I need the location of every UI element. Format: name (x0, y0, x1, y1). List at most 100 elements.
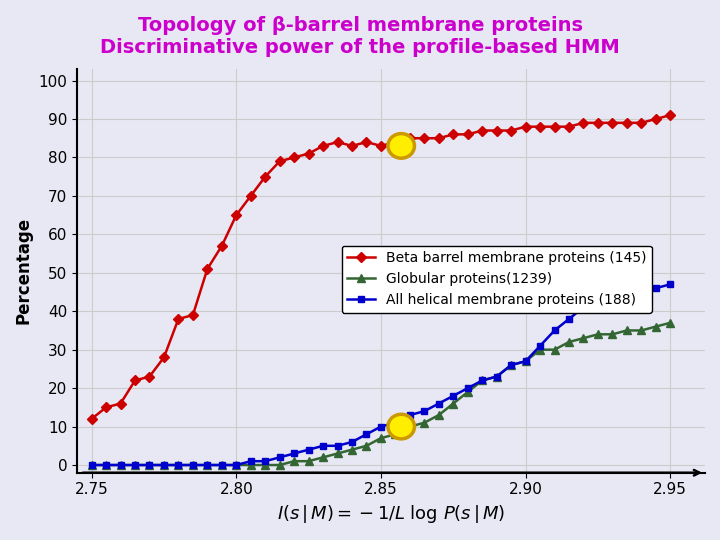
Beta barrel membrane proteins (145) (290, 154, 299, 161)
Globular proteins(1239) (507, 362, 516, 368)
Globular proteins(1239) (405, 423, 414, 430)
Beta barrel membrane proteins (145) (507, 127, 516, 134)
Beta barrel membrane proteins (145) (232, 212, 240, 218)
Beta barrel membrane proteins (145) (608, 119, 617, 126)
All helical membrane proteins (188) (637, 285, 646, 292)
Beta barrel membrane proteins (145) (145, 373, 154, 380)
Beta barrel membrane proteins (145) (521, 124, 530, 130)
All helical membrane proteins (188) (145, 462, 154, 468)
All helical membrane proteins (188) (116, 462, 125, 468)
Line: Beta barrel membrane proteins (145): Beta barrel membrane proteins (145) (88, 112, 674, 422)
All helical membrane proteins (188) (232, 462, 240, 468)
All helical membrane proteins (188) (131, 462, 140, 468)
Beta barrel membrane proteins (145) (449, 131, 458, 138)
All helical membrane proteins (188) (492, 373, 501, 380)
Beta barrel membrane proteins (145) (333, 139, 342, 145)
Beta barrel membrane proteins (145) (102, 404, 110, 410)
Beta barrel membrane proteins (145) (131, 377, 140, 384)
All helical membrane proteins (188) (261, 458, 269, 464)
Globular proteins(1239) (637, 327, 646, 334)
All helical membrane proteins (188) (652, 285, 660, 292)
Beta barrel membrane proteins (145) (348, 143, 356, 149)
Globular proteins(1239) (333, 450, 342, 457)
Globular proteins(1239) (492, 373, 501, 380)
All helical membrane proteins (188) (623, 289, 631, 295)
All helical membrane proteins (188) (362, 431, 371, 437)
Beta barrel membrane proteins (145) (275, 158, 284, 165)
Beta barrel membrane proteins (145) (623, 119, 631, 126)
Globular proteins(1239) (536, 347, 544, 353)
Globular proteins(1239) (608, 331, 617, 338)
Beta barrel membrane proteins (145) (391, 139, 400, 145)
All helical membrane proteins (188) (420, 408, 428, 414)
Globular proteins(1239) (391, 431, 400, 437)
Globular proteins(1239) (652, 323, 660, 330)
Globular proteins(1239) (579, 335, 588, 341)
All helical membrane proteins (188) (290, 450, 299, 457)
All helical membrane proteins (188) (160, 462, 168, 468)
Globular proteins(1239) (189, 462, 197, 468)
Globular proteins(1239) (116, 462, 125, 468)
All helical membrane proteins (188) (507, 362, 516, 368)
Globular proteins(1239) (564, 339, 573, 345)
Globular proteins(1239) (305, 458, 313, 464)
All helical membrane proteins (188) (203, 462, 212, 468)
Globular proteins(1239) (319, 454, 328, 461)
Globular proteins(1239) (521, 358, 530, 365)
All helical membrane proteins (188) (189, 462, 197, 468)
Globular proteins(1239) (246, 462, 255, 468)
Beta barrel membrane proteins (145) (550, 124, 559, 130)
Globular proteins(1239) (593, 331, 602, 338)
Globular proteins(1239) (131, 462, 140, 468)
Globular proteins(1239) (87, 462, 96, 468)
All helical membrane proteins (188) (536, 342, 544, 349)
Globular proteins(1239) (145, 462, 154, 468)
Beta barrel membrane proteins (145) (492, 127, 501, 134)
Beta barrel membrane proteins (145) (116, 400, 125, 407)
Line: Globular proteins(1239): Globular proteins(1239) (87, 319, 675, 469)
Globular proteins(1239) (261, 462, 269, 468)
Globular proteins(1239) (160, 462, 168, 468)
All helical membrane proteins (188) (391, 420, 400, 426)
Beta barrel membrane proteins (145) (666, 112, 675, 118)
Beta barrel membrane proteins (145) (405, 135, 414, 141)
All helical membrane proteins (188) (246, 458, 255, 464)
Globular proteins(1239) (623, 327, 631, 334)
All helical membrane proteins (188) (405, 412, 414, 418)
Beta barrel membrane proteins (145) (305, 150, 313, 157)
Ellipse shape (388, 133, 415, 158)
Beta barrel membrane proteins (145) (564, 124, 573, 130)
Beta barrel membrane proteins (145) (593, 119, 602, 126)
All helical membrane proteins (188) (305, 447, 313, 453)
Globular proteins(1239) (550, 347, 559, 353)
X-axis label: $I(s\,|\,M) = -1/L\;\log\,P(s\,|\,M)$: $I(s\,|\,M) = -1/L\;\log\,P(s\,|\,M)$ (277, 503, 505, 525)
Beta barrel membrane proteins (145) (160, 354, 168, 361)
Beta barrel membrane proteins (145) (87, 416, 96, 422)
Globular proteins(1239) (666, 320, 675, 326)
Globular proteins(1239) (102, 462, 110, 468)
Beta barrel membrane proteins (145) (579, 119, 588, 126)
Legend: Beta barrel membrane proteins (145), Globular proteins(1239), All helical membra: Beta barrel membrane proteins (145), Glo… (341, 246, 652, 313)
Beta barrel membrane proteins (145) (478, 127, 487, 134)
Globular proteins(1239) (377, 435, 385, 441)
All helical membrane proteins (188) (87, 462, 96, 468)
Beta barrel membrane proteins (145) (377, 143, 385, 149)
Globular proteins(1239) (174, 462, 183, 468)
All helical membrane proteins (188) (217, 462, 226, 468)
Text: Topology of β-barrel membrane proteins
Discriminative power of the profile-based: Topology of β-barrel membrane proteins D… (100, 16, 620, 57)
Beta barrel membrane proteins (145) (637, 119, 646, 126)
Globular proteins(1239) (434, 412, 443, 418)
All helical membrane proteins (188) (464, 385, 472, 392)
All helical membrane proteins (188) (593, 300, 602, 307)
All helical membrane proteins (188) (449, 393, 458, 399)
Ellipse shape (388, 414, 415, 439)
All helical membrane proteins (188) (319, 443, 328, 449)
Globular proteins(1239) (275, 462, 284, 468)
All helical membrane proteins (188) (102, 462, 110, 468)
Globular proteins(1239) (464, 389, 472, 395)
All helical membrane proteins (188) (550, 327, 559, 334)
Globular proteins(1239) (478, 377, 487, 384)
Y-axis label: Percentage: Percentage (15, 217, 33, 325)
All helical membrane proteins (188) (174, 462, 183, 468)
Beta barrel membrane proteins (145) (420, 135, 428, 141)
